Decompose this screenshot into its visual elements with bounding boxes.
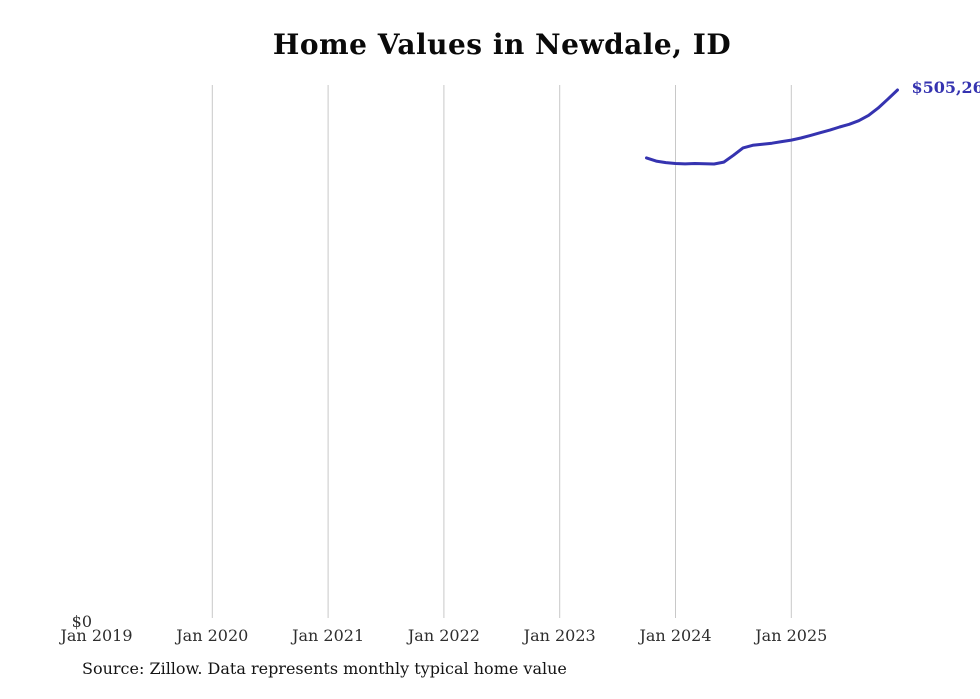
x-tick-label: Jan 2019 bbox=[58, 626, 132, 645]
x-tick-label: Jan 2022 bbox=[406, 626, 480, 645]
home-value-line bbox=[645, 88, 899, 166]
y-zero-label: $0 bbox=[72, 612, 92, 631]
x-tick-label: Jan 2021 bbox=[290, 626, 364, 645]
source-note: Source: Zillow. Data represents monthly … bbox=[82, 659, 567, 678]
x-tick-label: Jan 2024 bbox=[637, 626, 711, 645]
x-tick-label: Jan 2023 bbox=[522, 626, 596, 645]
x-tick-label: Jan 2025 bbox=[753, 626, 827, 645]
x-tick-label: Jan 2020 bbox=[174, 626, 248, 645]
chart-title: Home Values in Newdale, ID bbox=[272, 28, 732, 61]
end-value-label: $505,265 bbox=[911, 78, 980, 97]
